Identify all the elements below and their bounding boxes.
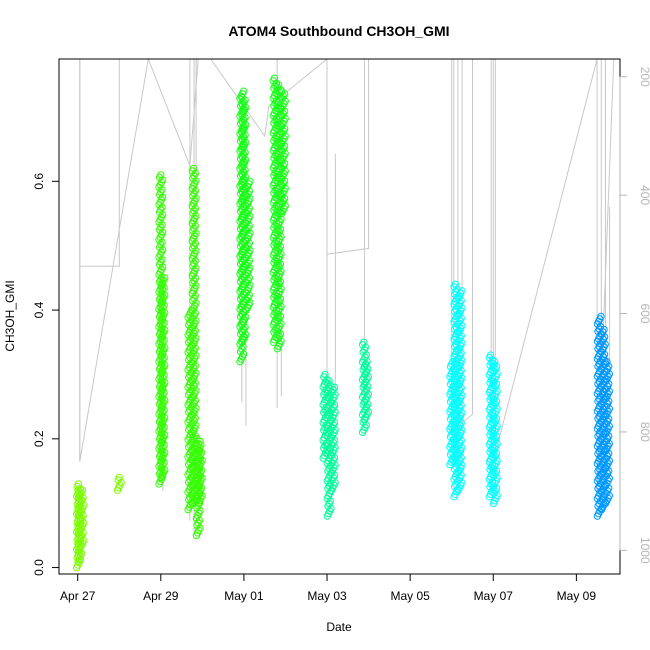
- data-point: [330, 383, 339, 391]
- data-point: [363, 357, 371, 366]
- x-tick-label: Apr 27: [60, 589, 96, 603]
- data-point: [491, 357, 499, 366]
- x-tick-label: May 05: [390, 589, 430, 603]
- x-tick-label: May 01: [224, 589, 264, 603]
- data-point: [193, 435, 201, 443]
- data-point: [115, 473, 124, 482]
- right-axis: 200 400 600 800 1000: [619, 67, 650, 564]
- y-tick-label: 0.2: [32, 430, 46, 447]
- x-tick-label: Apr 29: [143, 589, 179, 603]
- plot-frame: [58, 58, 621, 575]
- data-point: [451, 280, 459, 288]
- right-tick-label: 600: [638, 304, 650, 324]
- y-tick-label: 0.6: [32, 173, 46, 190]
- data-point: [274, 81, 283, 89]
- data-point: [78, 486, 87, 494]
- y-axis: 0.0 0.2 0.4 0.6: [32, 173, 60, 576]
- y-axis-label: CH3OH_GMI: [3, 280, 17, 351]
- right-tick-label: 400: [638, 185, 650, 205]
- x-axis: Apr 27 Apr 29 May 01 May 03 May 05 May 07 May …: [60, 573, 597, 603]
- data-point: [458, 287, 466, 295]
- x-tick-label: May 09: [557, 589, 597, 603]
- data-point: [161, 274, 169, 282]
- data-point: [197, 441, 205, 449]
- x-axis-label: Date: [326, 620, 352, 634]
- data-series: [319, 338, 372, 520]
- y-tick-label: 0.4: [32, 301, 46, 318]
- data-point: [157, 171, 165, 179]
- data-point: [277, 87, 286, 95]
- data-series: [155, 164, 206, 540]
- data-point: [189, 164, 198, 173]
- data-series: [446, 280, 501, 507]
- data-point: [597, 312, 605, 321]
- data-point: [325, 377, 333, 385]
- data-point: [321, 370, 329, 379]
- x-tick-label: May 03: [307, 589, 347, 603]
- data-point: [603, 357, 611, 366]
- data-point: [238, 93, 246, 102]
- data-point: [270, 74, 279, 83]
- right-tick-label: 800: [638, 422, 650, 442]
- data-point: [360, 338, 368, 346]
- data-point: [246, 177, 254, 186]
- data-series: [593, 312, 613, 520]
- data-series: [236, 74, 289, 366]
- y-tick-label: 0.0: [32, 559, 46, 576]
- chart-title: ATOM4 Southbound CH3OH_GMI: [228, 23, 449, 39]
- data-point: [600, 325, 608, 334]
- x-tick-label: May 07: [474, 589, 514, 603]
- data-series: [73, 473, 125, 572]
- data-point: [486, 351, 495, 359]
- right-tick-label: 1000: [638, 537, 650, 564]
- right-tick-label: 200: [638, 67, 650, 87]
- series-points: [73, 74, 613, 572]
